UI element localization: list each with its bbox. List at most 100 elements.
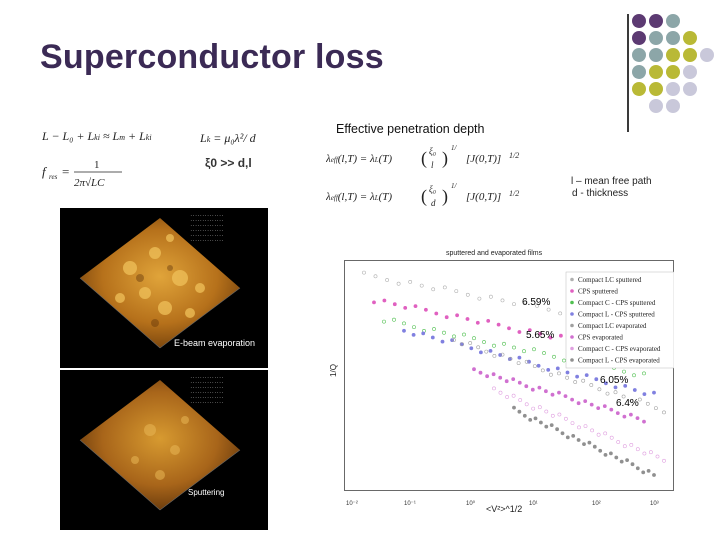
plot-point: [544, 409, 549, 414]
plot-point: [542, 351, 546, 355]
plot-point: [411, 333, 416, 337]
plot-point: [488, 294, 493, 299]
plot-point: [504, 379, 509, 384]
plot-point: [538, 420, 543, 425]
plot-title: sputtered and evaporated films: [446, 250, 543, 257]
plot-point: [570, 421, 575, 426]
plot-point: [613, 385, 618, 390]
percentage-label-4: 6.4%: [616, 398, 639, 409]
plot-point: [646, 468, 651, 473]
plot-point: [628, 412, 633, 417]
plot-point: [413, 304, 418, 309]
plot-point: [492, 354, 497, 358]
plot-point: [652, 390, 656, 395]
plot-point: [500, 352, 505, 357]
svg-text:λeff(l,T) = λL(T): λeff(l,T) = λL(T): [326, 153, 392, 165]
plot-point: [548, 372, 553, 377]
plot-point: [587, 440, 592, 445]
legend-item: Compact C - CPS evaporated: [578, 345, 661, 353]
svg-text:2π√LC: 2π√LC: [74, 177, 105, 189]
plot-point: [550, 392, 555, 397]
svg-text:(: (: [421, 186, 427, 207]
plot-point: [486, 319, 491, 323]
percentage-label-1: 6.59%: [522, 297, 551, 308]
plot-point: [598, 448, 603, 453]
plot-point: [642, 392, 647, 397]
legend-item: Compact LC evaporated: [578, 322, 647, 330]
page-title: Superconductor loss: [40, 38, 384, 76]
plot-point: [430, 335, 435, 340]
plot-point: [362, 270, 366, 275]
plot-point: [560, 431, 565, 436]
plot-point: [442, 330, 446, 335]
plot-point: [484, 349, 489, 354]
legend-marker: [570, 335, 574, 339]
plot-point: [562, 358, 566, 363]
plot-point: [596, 432, 601, 437]
legend-item: Compact L - CPS sputtered: [578, 311, 655, 319]
plot-point: [603, 381, 608, 386]
coherence-condition: ξ0 >> d,l: [205, 156, 252, 170]
plot-point: [432, 327, 436, 331]
plot-point: [653, 406, 658, 411]
plot-point: [590, 428, 595, 433]
percentage-label-2: 5.65%: [526, 330, 555, 341]
plot-point: [533, 416, 538, 421]
svg-text:10⁻²: 10⁻²: [346, 501, 358, 507]
plot-point: [527, 328, 532, 333]
legend-marker: [570, 323, 574, 328]
plot-point: [511, 393, 516, 398]
svg-text:f: f: [42, 164, 48, 179]
plot-point: [546, 307, 551, 312]
plot-point: [517, 355, 522, 360]
plot-point: [424, 307, 428, 312]
plot-point: [419, 283, 424, 288]
plot-point: [408, 279, 413, 284]
plot-point: [465, 317, 470, 321]
caption-sputtering: Sputtering: [188, 488, 225, 497]
mean-free-path-note: l – mean free path: [571, 176, 652, 187]
percentage-label-3: 6.05%: [600, 375, 629, 386]
plot-point: [444, 315, 449, 320]
divider-line: [627, 14, 629, 132]
plot-point: [517, 409, 522, 414]
plot-point: [382, 319, 386, 324]
x-ticks: 10⁻² 10⁻¹ 10⁰ 10¹ 10² 10³: [344, 494, 674, 507]
plot-point: [472, 336, 476, 341]
plot-point: [516, 361, 521, 366]
plot-point: [531, 406, 536, 411]
plot-point: [478, 370, 483, 375]
svg-text:d: d: [431, 198, 436, 208]
plot-point: [573, 380, 578, 384]
plot-point: [629, 398, 634, 403]
plot-point: [532, 364, 537, 369]
plot-point: [584, 373, 589, 378]
plot-point: [557, 390, 561, 395]
plot-point: [548, 335, 553, 340]
plot-point: [609, 407, 614, 412]
plot-point: [468, 341, 473, 345]
plot-point: [549, 423, 554, 428]
plot-point: [412, 325, 416, 330]
plot-point: [555, 427, 560, 432]
plot-point: [505, 395, 510, 399]
plot-point: [452, 338, 456, 342]
plot-point: [625, 458, 630, 463]
plot-point: [575, 374, 580, 379]
plot-point: [532, 347, 536, 352]
plot-point: [392, 317, 396, 322]
plot-point: [655, 454, 660, 459]
svg-text:1/: 1/: [451, 182, 458, 190]
plot-point: [421, 331, 426, 336]
plot-point: [440, 339, 445, 344]
plot-point: [431, 287, 436, 292]
plot-point: [372, 300, 376, 305]
plot-point: [537, 385, 542, 390]
plot-point: [645, 401, 650, 406]
svg-text:ξ₀: ξ₀: [429, 184, 436, 194]
plot-point: [488, 349, 493, 353]
svg-text:10³: 10³: [650, 501, 659, 507]
plot-point: [373, 274, 378, 279]
plot-point: [565, 370, 570, 375]
svg-text:[J(0,T)]: [J(0,T)]: [466, 153, 501, 165]
